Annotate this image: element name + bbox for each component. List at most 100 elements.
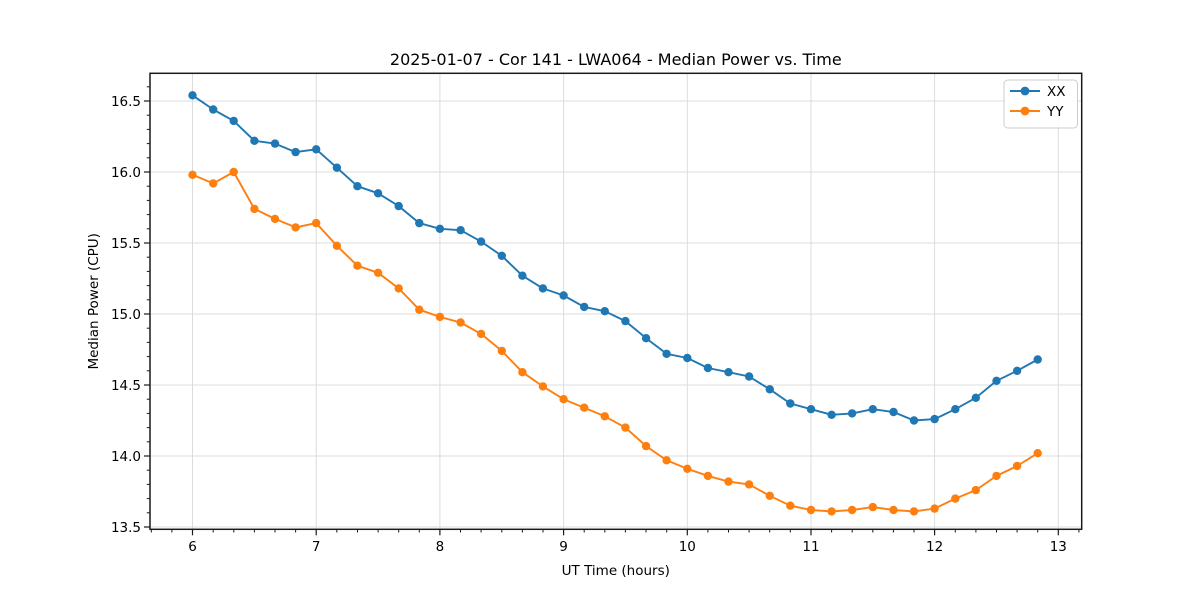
- data-point-YY-21: [621, 423, 630, 432]
- data-point-YY-9: [373, 268, 383, 277]
- data-point-XX-26: [724, 368, 733, 377]
- x-tick-label-9: 9: [559, 539, 568, 555]
- data-point-XX-8: [353, 182, 362, 191]
- y-tick-label-14.0: 14.0: [111, 449, 141, 465]
- y-tick-label-13.5: 13.5: [111, 520, 141, 536]
- x-tick-label-6: 6: [188, 539, 197, 555]
- data-point-YY-35: [909, 507, 919, 516]
- data-point-YY-27: [744, 480, 754, 489]
- legend-box: [1003, 79, 1078, 129]
- data-point-YY-18: [559, 395, 568, 404]
- data-point-XX-9: [373, 189, 383, 198]
- data-point-XX-41: [1033, 355, 1042, 364]
- data-point-XX-16: [518, 271, 527, 280]
- data-point-YY-19: [580, 403, 589, 412]
- y-axis-label: Median Power (CPU): [86, 233, 102, 369]
- data-point-XX-14: [476, 237, 486, 246]
- x-tick-label-7: 7: [312, 539, 321, 555]
- data-point-XX-28: [765, 385, 774, 394]
- data-point-YY-38: [971, 485, 980, 495]
- data-point-XX-34: [889, 407, 898, 417]
- data-point-YY-36: [930, 504, 939, 513]
- y-tick-label-14.5: 14.5: [111, 378, 141, 394]
- data-point-XX-5: [291, 147, 300, 157]
- data-point-YY-14: [476, 329, 486, 339]
- data-point-XX-35: [909, 416, 919, 425]
- data-point-YY-16: [518, 368, 527, 377]
- data-point-XX-6: [312, 145, 321, 154]
- data-point-YY-33: [868, 502, 877, 512]
- data-point-YY-26: [724, 477, 733, 486]
- y-tick-label-16.5: 16.5: [111, 94, 141, 110]
- data-point-XX-39: [992, 376, 1001, 385]
- data-point-XX-23: [662, 349, 671, 358]
- data-point-XX-31: [827, 410, 836, 419]
- data-point-XX-1: [209, 105, 218, 114]
- data-point-XX-30: [806, 405, 816, 414]
- data-point-XX-32: [847, 409, 857, 418]
- y-tick-label-15.5: 15.5: [111, 236, 141, 252]
- legend-marker-YY: [1020, 106, 1030, 116]
- data-point-YY-8: [353, 261, 362, 270]
- data-point-YY-23: [662, 456, 671, 465]
- data-point-XX-24: [683, 353, 692, 363]
- data-point-YY-2: [229, 167, 238, 177]
- data-point-XX-38: [971, 393, 980, 402]
- x-axis-label: UT Time (hours): [562, 563, 670, 579]
- data-point-XX-40: [1012, 366, 1022, 375]
- legend: XX YY: [1003, 79, 1078, 129]
- data-point-XX-12: [435, 224, 445, 233]
- data-point-YY-0: [188, 170, 197, 179]
- data-point-YY-10: [394, 284, 403, 293]
- data-point-XX-2: [229, 116, 238, 126]
- axes-spines: [149, 72, 1083, 531]
- data-point-XX-0: [188, 91, 197, 100]
- x-tick-label-10: 10: [679, 539, 696, 555]
- data-point-YY-31: [827, 507, 836, 516]
- y-tick-label-15.0: 15.0: [111, 307, 141, 323]
- chart-title: 2025-01-07 - Cor 141 - LWA064 - Median P…: [390, 50, 842, 69]
- data-point-YY-40: [1012, 461, 1022, 471]
- data-point-XX-29: [786, 399, 795, 408]
- data-point-XX-25: [703, 363, 713, 373]
- plot-area: 6 7 8 9 10 11 12 13 13.5 14.0 14.5 15.0 15.5 16.0 16.5: [111, 72, 1083, 555]
- data-point-YY-11: [415, 305, 424, 314]
- legend-label-YY: YY: [1046, 104, 1064, 120]
- data-point-YY-1: [209, 179, 218, 188]
- data-point-XX-7: [332, 163, 342, 172]
- series-line-XX: [191, 94, 1039, 422]
- x-tick-label-13: 13: [1050, 539, 1067, 555]
- data-point-YY-25: [703, 471, 713, 481]
- data-point-YY-4: [270, 214, 280, 224]
- data-point-XX-3: [250, 136, 259, 145]
- data-point-YY-7: [332, 241, 342, 250]
- data-point-XX-27: [744, 372, 754, 381]
- data-point-YY-24: [683, 464, 692, 473]
- data-point-YY-30: [806, 505, 816, 515]
- data-point-YY-39: [992, 471, 1001, 481]
- data-point-YY-34: [889, 505, 898, 515]
- data-point-XX-21: [621, 316, 630, 326]
- data-point-XX-13: [456, 226, 465, 235]
- legend-marker-XX: [1020, 86, 1030, 96]
- data-point-XX-10: [394, 201, 403, 211]
- x-tick-label-8: 8: [436, 539, 445, 555]
- data-point-XX-36: [930, 414, 939, 424]
- data-point-YY-6: [312, 218, 321, 228]
- data-point-XX-22: [641, 334, 651, 343]
- data-point-XX-19: [580, 302, 589, 312]
- data-point-YY-32: [847, 505, 857, 515]
- data-point-YY-3: [250, 204, 259, 214]
- data-point-YY-15: [497, 346, 506, 356]
- data-point-YY-28: [765, 491, 774, 500]
- data-point-XX-17: [538, 284, 548, 293]
- data-point-YY-37: [951, 494, 960, 503]
- data-point-YY-22: [641, 441, 651, 451]
- x-tick-label-11: 11: [802, 539, 819, 555]
- data-point-YY-12: [435, 312, 445, 322]
- data-point-XX-37: [951, 405, 960, 414]
- legend-label-XX: XX: [1047, 84, 1066, 100]
- data-point-XX-20: [600, 307, 609, 316]
